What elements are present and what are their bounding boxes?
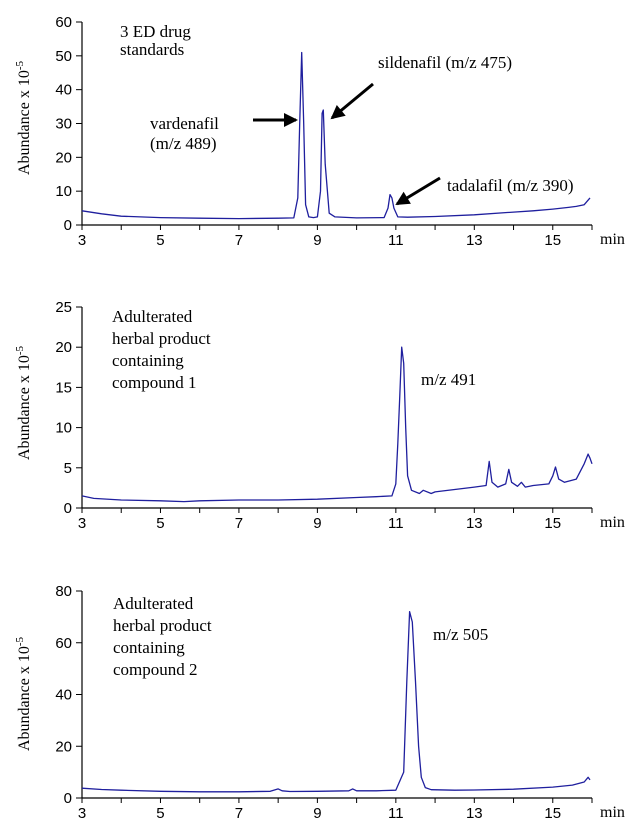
annotation-arrowhead xyxy=(284,113,298,127)
y-tick-label: 0 xyxy=(64,500,72,517)
y-tick-label: 80 xyxy=(55,583,72,600)
y-tick-label: 30 xyxy=(55,116,72,133)
x-unit-label: min xyxy=(600,231,625,248)
y-axis-label: Abundance x 10-5 xyxy=(14,636,33,751)
y-tick-label: 10 xyxy=(55,420,72,437)
x-unit-label: min xyxy=(600,514,625,531)
x-tick-label: 3 xyxy=(78,805,86,822)
x-tick-label: 7 xyxy=(235,515,243,532)
y-tick-label: 5 xyxy=(64,460,72,477)
y-tick-label: 0 xyxy=(64,217,72,234)
annotation-arrowhead xyxy=(395,191,411,205)
chart-panel-1: 0 10 20 30 40 50 60 3 5 7 9 11 13 15 min Abundance x 10… xyxy=(14,14,625,249)
chart-panel-2: 0 5 10 15 20 25 3 5 7 9 11 13 15 min Abundance x 10-5 A… xyxy=(14,299,625,532)
y-tick-label: 20 xyxy=(55,149,72,166)
annotation-label: sildenafil (m/z 475) xyxy=(378,53,512,72)
y-tick-label: 40 xyxy=(55,687,72,704)
x-tick-label: 9 xyxy=(313,805,321,822)
annotation-arrowhead xyxy=(330,105,346,120)
x-tick-label: 7 xyxy=(235,232,243,249)
chart-panel-3: 0 20 40 60 80 3 5 7 9 11 13 15 min Abundance x 10-5 Ad… xyxy=(14,583,625,822)
x-tick-label: 9 xyxy=(313,515,321,532)
annotation-label: Adulterated herbal product containing compo… xyxy=(112,307,211,392)
annotation-label: 3 ED drug standards xyxy=(120,22,191,59)
y-axis-label: Abundance x 10-5 xyxy=(14,60,33,175)
x-tick-label: 3 xyxy=(78,515,86,532)
x-tick-label: 13 xyxy=(466,805,483,822)
chromatogram-trace xyxy=(81,346,593,503)
x-tick-label: 11 xyxy=(388,232,404,249)
y-tick-label: 60 xyxy=(55,635,72,652)
y-tick-label: 50 xyxy=(55,48,72,65)
annotation-label: tadalafil (m/z 390) xyxy=(447,176,574,195)
y-axis-label: Abundance x 10-5 xyxy=(14,345,33,460)
chromatogram-trace xyxy=(81,611,591,793)
x-tick-label: 13 xyxy=(466,515,483,532)
y-tick-label: 25 xyxy=(55,299,72,316)
x-tick-label: 11 xyxy=(388,805,404,822)
y-tick-label: 60 xyxy=(55,14,72,31)
x-tick-label: 7 xyxy=(235,805,243,822)
annotation-label: Adulterated herbal product containing compo… xyxy=(113,594,212,679)
x-tick-label: 9 xyxy=(313,232,321,249)
x-tick-label: 15 xyxy=(544,232,561,249)
x-tick-label: 3 xyxy=(78,232,86,249)
x-tick-label: 11 xyxy=(388,515,404,532)
y-tick-label: 20 xyxy=(55,339,72,356)
x-tick-label: 5 xyxy=(156,515,164,532)
y-tick-label: 20 xyxy=(55,738,72,755)
chromatogram-trace xyxy=(81,51,591,220)
x-tick-label: 15 xyxy=(544,805,561,822)
annotation-label: m/z 491 xyxy=(421,370,476,389)
annotation-label: m/z 505 xyxy=(433,625,488,644)
y-tick-label: 40 xyxy=(55,82,72,99)
x-tick-label: 5 xyxy=(156,805,164,822)
x-tick-label: 15 xyxy=(544,515,561,532)
annotation-label: vardenafil (m/z 489) xyxy=(150,114,219,153)
x-tick-label: 5 xyxy=(156,232,164,249)
y-tick-label: 0 xyxy=(64,790,72,807)
x-tick-label: 13 xyxy=(466,232,483,249)
x-unit-label: min xyxy=(600,804,625,821)
y-tick-label: 10 xyxy=(55,183,72,200)
y-tick-label: 15 xyxy=(55,379,72,396)
